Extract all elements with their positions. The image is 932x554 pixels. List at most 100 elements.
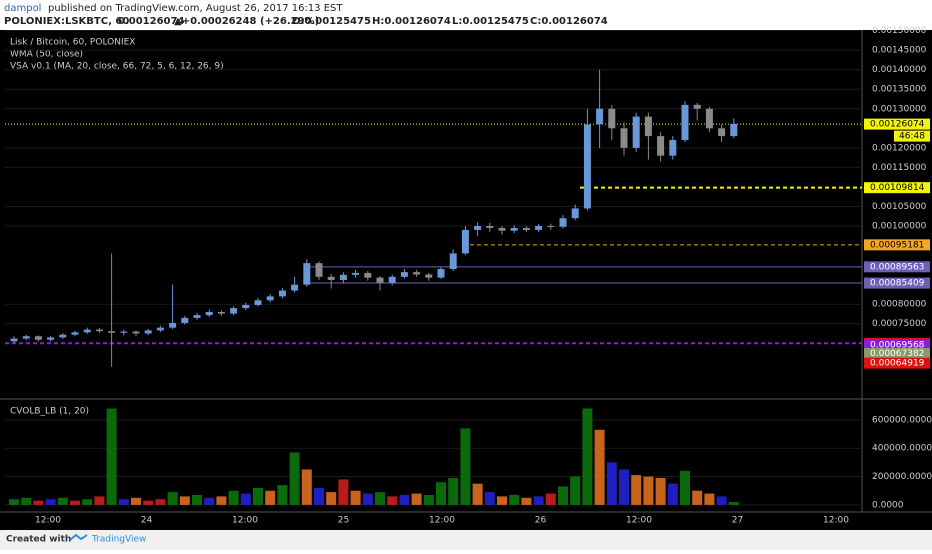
- candle-body: [47, 337, 55, 340]
- volume-bar: [57, 497, 68, 505]
- y-tick-label: 0.00105000: [872, 202, 927, 212]
- volume-bar: [411, 493, 422, 505]
- high: H:0.00126074: [372, 16, 451, 27]
- brand-logo: [69, 533, 88, 541]
- candle-body: [425, 274, 433, 278]
- volume-bar: [545, 493, 556, 505]
- volume-bar: [301, 469, 312, 505]
- legend-wma: WMA (50, close): [10, 50, 83, 60]
- volume-bar: [716, 496, 727, 505]
- candle-body: [657, 136, 665, 156]
- candle-body: [169, 322, 177, 328]
- candle-body: [644, 116, 652, 137]
- volume-title: CVOLB_LB (1, 20): [10, 407, 89, 417]
- candle-body: [181, 317, 189, 323]
- candle-body: [376, 277, 384, 283]
- header-bg: [0, 0, 932, 30]
- volume-bar: [582, 408, 593, 505]
- volume-bar: [118, 499, 129, 505]
- footer-created: Created with: [6, 535, 71, 545]
- volume-bar: [521, 497, 532, 505]
- candle-body: [120, 331, 128, 333]
- y-tick-label: 0.00130000: [872, 104, 927, 114]
- volume-bar: [70, 500, 80, 505]
- volume-bar: [619, 469, 629, 505]
- candle-body: [278, 290, 286, 297]
- candle-body: [22, 336, 30, 339]
- volume-bar: [558, 486, 568, 505]
- y-tick-label: 200000.0000: [872, 472, 932, 482]
- volume-bar: [509, 494, 520, 505]
- volume-bar: [82, 499, 93, 505]
- candle-body: [400, 272, 408, 277]
- x-tick-label: 12:00: [35, 516, 61, 526]
- x-tick-label: 12:00: [626, 516, 652, 526]
- footer-brand: TradingView: [91, 535, 146, 545]
- volume-bar: [387, 496, 398, 505]
- volume-bar: [9, 499, 19, 505]
- candle-body: [291, 284, 299, 291]
- candle-body: [242, 304, 250, 309]
- volume-bar: [436, 482, 446, 505]
- volume-bar: [375, 492, 385, 505]
- candle-body: [535, 226, 543, 230]
- volume-bar: [240, 493, 251, 505]
- y-tick-label: 0.00080000: [872, 300, 927, 310]
- price-tag: [864, 182, 930, 194]
- candle-body: [144, 330, 152, 334]
- candle-body: [83, 329, 91, 333]
- price-tag-label: 0.00126074: [870, 120, 925, 130]
- volume-bar: [192, 494, 202, 505]
- candle-body: [132, 331, 140, 334]
- candle-body: [474, 226, 482, 230]
- price-tag: [864, 277, 930, 289]
- x-tick-label: 25: [338, 516, 349, 526]
- price-tag: [864, 339, 930, 351]
- candle-body: [59, 334, 67, 338]
- price-tag-label: 0.00089563: [870, 262, 924, 272]
- volume-bar: [460, 428, 471, 505]
- candle-body: [632, 116, 640, 148]
- volume-bar: [277, 485, 288, 505]
- volume-bar: [448, 477, 459, 505]
- candle-body: [608, 108, 616, 129]
- volume-bar: [643, 476, 654, 505]
- candle-body: [693, 104, 701, 109]
- volume-bar: [167, 492, 178, 505]
- volume-bar: [655, 477, 666, 505]
- candle-body: [95, 329, 103, 332]
- x-tick-label: 24: [141, 516, 153, 526]
- x-tick-label: 12:00: [823, 516, 849, 526]
- y-tick-label: 400000.0000: [872, 444, 932, 454]
- price-tag-label: 0.00069568: [870, 340, 925, 350]
- volume-bar: [314, 487, 324, 505]
- volume-bar: [228, 490, 239, 505]
- y-tick-label: 0.00135000: [872, 85, 927, 95]
- candle-body: [108, 331, 116, 333]
- candle-body: [669, 140, 677, 156]
- candle-body: [718, 128, 726, 137]
- candle-body: [266, 296, 274, 301]
- volume-bar: [692, 490, 703, 505]
- volume-bar: [143, 500, 154, 505]
- x-tick-label: 12:00: [232, 516, 258, 526]
- volume-bar: [594, 429, 605, 505]
- candle-body: [156, 327, 164, 331]
- candle-body: [461, 229, 469, 254]
- volume-bar: [423, 494, 434, 505]
- volume-bar: [338, 479, 349, 505]
- candle-body: [437, 269, 445, 278]
- volume-bar: [533, 496, 544, 505]
- candle-body: [34, 336, 42, 340]
- candle-body: [620, 128, 628, 148]
- candle-body: [730, 124, 738, 137]
- x-tick-label: 27: [732, 516, 743, 526]
- volume-bar: [94, 496, 105, 505]
- legend-main: Lisk / Bitcoin, 60, POLONIEX: [10, 38, 135, 48]
- candle-body: [352, 272, 360, 275]
- price-tag: [864, 261, 930, 273]
- y-tick-label: 0.00120000: [872, 143, 927, 153]
- volume-bar: [606, 462, 617, 505]
